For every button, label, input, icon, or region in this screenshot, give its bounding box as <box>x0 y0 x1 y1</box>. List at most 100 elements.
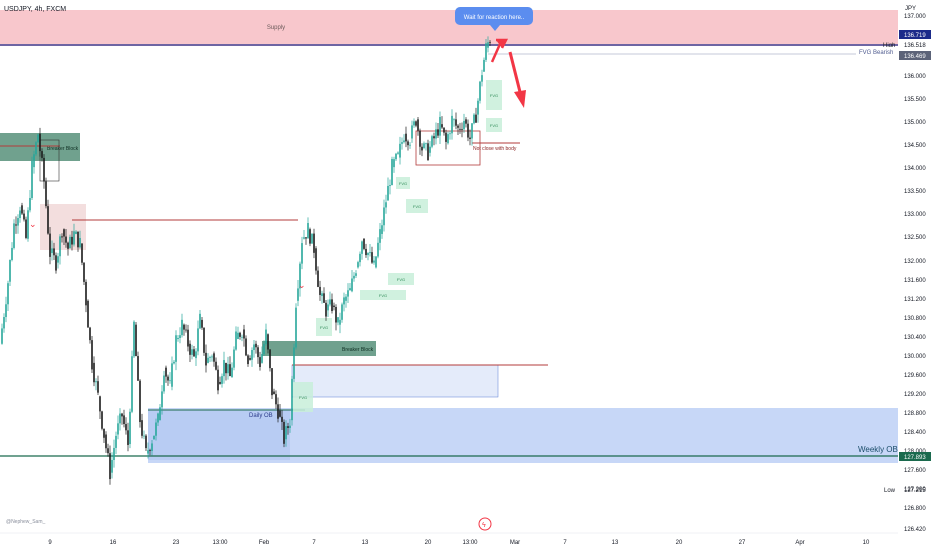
candle-body <box>107 448 109 454</box>
candle-body <box>191 349 193 355</box>
candle-body <box>327 304 329 311</box>
candle-body <box>401 142 403 144</box>
candle-body <box>295 307 297 348</box>
x-tick-label: 13 <box>612 540 619 546</box>
candle-body <box>33 154 35 168</box>
fvg-price-value: 136.469 <box>904 54 926 60</box>
candle-body <box>431 136 433 147</box>
candle-body <box>317 270 319 287</box>
candle-body <box>127 430 129 445</box>
candle-body <box>267 334 269 350</box>
fvg-label: FVG <box>399 181 407 186</box>
fvg-label: FVG <box>320 325 328 330</box>
candle-body <box>489 42 491 44</box>
candle-body <box>381 225 383 234</box>
watermark: @Nephew_Sam_ <box>6 519 45 525</box>
chart-title: USDJPY, 4h, FXCM <box>4 6 66 13</box>
candle-body <box>319 286 321 295</box>
x-tick-label: 20 <box>425 540 432 546</box>
daily-ob-inner <box>148 410 290 460</box>
candle-body <box>309 229 311 244</box>
candle-body <box>269 349 271 369</box>
candle-body <box>279 410 281 417</box>
candle-body <box>111 459 113 473</box>
breaker-block-mid <box>262 341 376 356</box>
fvg-label: FVG <box>299 395 307 400</box>
candle-body <box>177 337 179 340</box>
candle-body <box>215 361 217 370</box>
candle-body <box>63 229 65 237</box>
candle-body <box>379 229 381 243</box>
candle-body <box>321 293 323 297</box>
candle-body <box>143 435 145 437</box>
x-tick-label: 13 <box>362 540 369 546</box>
candle-body <box>275 394 277 405</box>
candle-body <box>21 205 23 214</box>
candle-body <box>103 428 105 438</box>
candle-body <box>345 296 347 301</box>
candle-body <box>193 349 195 357</box>
y-tick-label: 130.000 <box>904 354 926 360</box>
x-tick-label: 16 <box>110 540 117 546</box>
candle-body <box>151 443 153 451</box>
candle-body <box>387 185 389 201</box>
candle-body <box>377 242 379 257</box>
y-tick-label: 131.200 <box>904 297 926 303</box>
candle-body <box>145 435 147 449</box>
candle-body <box>147 450 149 454</box>
y-tick-label: 127.200 <box>904 487 926 493</box>
candle-body <box>201 319 203 328</box>
candle-body <box>307 223 309 239</box>
candle-body <box>235 331 237 350</box>
y-tick-label: 134.000 <box>904 166 926 172</box>
candle-body <box>23 213 25 220</box>
candle-body <box>331 299 333 312</box>
low-tag: Low <box>884 488 896 494</box>
candle-body <box>433 136 435 139</box>
candle-body <box>405 133 407 142</box>
candle-body <box>221 376 223 384</box>
candle-body <box>273 391 275 395</box>
candle-body <box>217 369 219 391</box>
fvg-label: FVG <box>490 93 498 98</box>
candle-body <box>367 252 369 256</box>
candle-body <box>337 317 339 323</box>
candle-body <box>425 143 427 145</box>
candle-body <box>197 328 199 352</box>
candle-body <box>347 290 349 297</box>
lightning-icon[interactable] <box>478 517 492 531</box>
candle-body <box>13 223 15 248</box>
weekly-price-value: 127.893 <box>904 455 926 461</box>
candle-body <box>439 116 441 136</box>
y-tick-label: 129.200 <box>904 392 926 398</box>
candle-body <box>227 364 229 374</box>
y-tick-label: 133.000 <box>904 212 926 218</box>
candle-body <box>457 125 459 128</box>
candle-body <box>395 153 397 160</box>
fvg-box <box>388 273 414 285</box>
candle-body <box>323 293 325 303</box>
candle-body <box>163 375 165 392</box>
candle-body <box>77 231 79 248</box>
candle-body <box>299 263 301 289</box>
down-arrow <box>508 51 523 97</box>
candle-body <box>19 210 21 219</box>
candle-body <box>41 151 43 158</box>
candle-body <box>95 381 97 383</box>
candle-body <box>231 367 233 378</box>
candle-body <box>281 416 283 422</box>
candle-body <box>403 140 405 143</box>
candle-body <box>437 129 439 136</box>
y-tick-label: 134.500 <box>904 143 926 149</box>
candle-body <box>97 381 99 393</box>
candle-body <box>351 278 353 292</box>
candle-body <box>135 324 137 357</box>
down-arrow-head <box>514 90 526 108</box>
supply-label: Supply <box>267 25 285 31</box>
candle-body <box>247 355 249 365</box>
weekly-price-tag <box>899 452 931 461</box>
candle-body <box>43 157 45 182</box>
candle-body <box>365 248 367 256</box>
candle-body <box>303 237 305 239</box>
